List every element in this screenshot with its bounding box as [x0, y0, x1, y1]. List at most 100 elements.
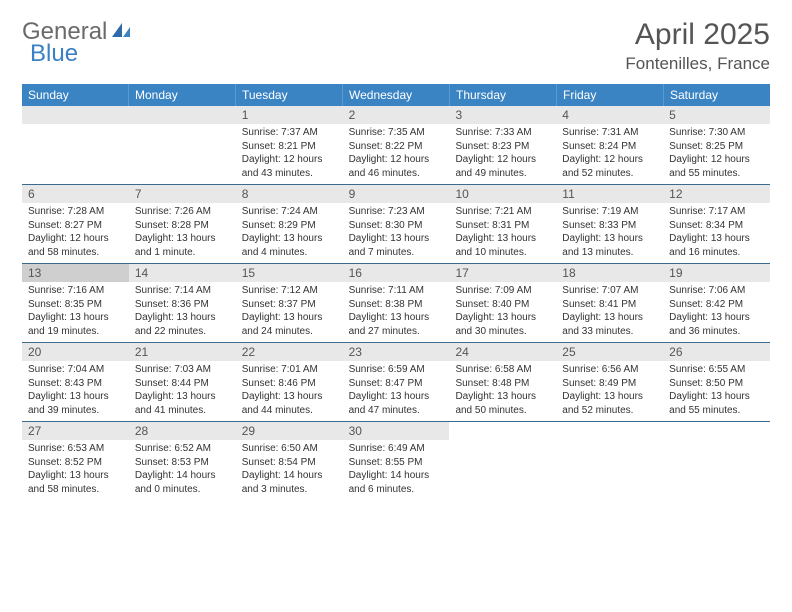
day-number: 17	[449, 264, 556, 282]
week-row: 1 Sunrise: 7:37 AMSunset: 8:21 PMDaylight…	[22, 106, 770, 185]
title-block: April 2025 Fontenilles, France	[625, 18, 770, 74]
day-number: 6	[22, 185, 129, 203]
day-number: 23	[343, 343, 450, 361]
day-details: Sunrise: 7:17 AMSunset: 8:34 PMDaylight:…	[663, 205, 770, 259]
day-details: Sunrise: 7:24 AMSunset: 8:29 PMDaylight:…	[236, 205, 343, 259]
day-cell: 21 Sunrise: 7:03 AMSunset: 8:44 PMDayligh…	[129, 343, 236, 421]
day-details: Sunrise: 6:56 AMSunset: 8:49 PMDaylight:…	[556, 363, 663, 417]
dow-cell: Saturday	[664, 84, 770, 106]
logo-sail-icon	[110, 21, 132, 44]
day-cell: 1 Sunrise: 7:37 AMSunset: 8:21 PMDaylight…	[236, 106, 343, 184]
day-details: Sunrise: 7:04 AMSunset: 8:43 PMDaylight:…	[22, 363, 129, 417]
day-cell: 22 Sunrise: 7:01 AMSunset: 8:46 PMDayligh…	[236, 343, 343, 421]
week-row: 20 Sunrise: 7:04 AMSunset: 8:43 PMDayligh…	[22, 343, 770, 422]
day-number: 20	[22, 343, 129, 361]
day-number: 30	[343, 422, 450, 440]
day-number: 21	[129, 343, 236, 361]
day-details: Sunrise: 6:55 AMSunset: 8:50 PMDaylight:…	[663, 363, 770, 417]
day-details: Sunrise: 7:30 AMSunset: 8:25 PMDaylight:…	[663, 126, 770, 180]
day-number: 27	[22, 422, 129, 440]
month-title: April 2025	[625, 18, 770, 52]
empty-cell	[449, 422, 556, 500]
day-details: Sunrise: 7:23 AMSunset: 8:30 PMDaylight:…	[343, 205, 450, 259]
day-number: 2	[343, 106, 450, 124]
day-details: Sunrise: 7:16 AMSunset: 8:35 PMDaylight:…	[22, 284, 129, 338]
day-cell: 12 Sunrise: 7:17 AMSunset: 8:34 PMDayligh…	[663, 185, 770, 263]
empty-cell	[22, 106, 129, 184]
day-cell: 6 Sunrise: 7:28 AMSunset: 8:27 PMDaylight…	[22, 185, 129, 263]
day-details: Sunrise: 7:28 AMSunset: 8:27 PMDaylight:…	[22, 205, 129, 259]
dow-cell: Sunday	[22, 84, 129, 106]
calendar-body: 1 Sunrise: 7:37 AMSunset: 8:21 PMDaylight…	[22, 106, 770, 500]
day-cell: 4 Sunrise: 7:31 AMSunset: 8:24 PMDaylight…	[556, 106, 663, 184]
day-number: 18	[556, 264, 663, 282]
day-number: 14	[129, 264, 236, 282]
day-details: Sunrise: 6:52 AMSunset: 8:53 PMDaylight:…	[129, 442, 236, 496]
day-details: Sunrise: 6:53 AMSunset: 8:52 PMDaylight:…	[22, 442, 129, 496]
day-details: Sunrise: 7:12 AMSunset: 8:37 PMDaylight:…	[236, 284, 343, 338]
dow-cell: Friday	[557, 84, 664, 106]
day-details: Sunrise: 7:19 AMSunset: 8:33 PMDaylight:…	[556, 205, 663, 259]
day-number: 12	[663, 185, 770, 203]
day-cell: 17Sunrise: 7:09 AMSunset: 8:40 PMDayligh…	[449, 264, 556, 342]
day-details: Sunrise: 7:01 AMSunset: 8:46 PMDaylight:…	[236, 363, 343, 417]
day-cell: 30 Sunrise: 6:49 AMSunset: 8:55 PMDayligh…	[343, 422, 450, 500]
day-details: Sunrise: 7:07 AMSunset: 8:41 PMDaylight:…	[556, 284, 663, 338]
dow-cell: Tuesday	[236, 84, 343, 106]
day-details: Sunrise: 6:50 AMSunset: 8:54 PMDaylight:…	[236, 442, 343, 496]
day-cell: 25Sunrise: 6:56 AMSunset: 8:49 PMDayligh…	[556, 343, 663, 421]
day-number: 19	[663, 264, 770, 282]
day-details: Sunrise: 7:03 AMSunset: 8:44 PMDaylight:…	[129, 363, 236, 417]
day-cell: 29 Sunrise: 6:50 AMSunset: 8:54 PMDayligh…	[236, 422, 343, 500]
day-details: Sunrise: 7:11 AMSunset: 8:38 PMDaylight:…	[343, 284, 450, 338]
day-cell: 26 Sunrise: 6:55 AMSunset: 8:50 PMDayligh…	[663, 343, 770, 421]
day-cell: 27 Sunrise: 6:53 AMSunset: 8:52 PMDayligh…	[22, 422, 129, 500]
day-cell: 13Sunrise: 7:16 AMSunset: 8:35 PMDayligh…	[22, 264, 129, 342]
day-details: Sunrise: 7:21 AMSunset: 8:31 PMDaylight:…	[449, 205, 556, 259]
week-row: 27 Sunrise: 6:53 AMSunset: 8:52 PMDayligh…	[22, 422, 770, 500]
day-number: 22	[236, 343, 343, 361]
day-cell: 15Sunrise: 7:12 AMSunset: 8:37 PMDayligh…	[236, 264, 343, 342]
day-number: 26	[663, 343, 770, 361]
day-details: Sunrise: 7:31 AMSunset: 8:24 PMDaylight:…	[556, 126, 663, 180]
empty-cell	[556, 422, 663, 500]
empty-cell	[129, 106, 236, 184]
day-number: 29	[236, 422, 343, 440]
day-number: 4	[556, 106, 663, 124]
day-number: 28	[129, 422, 236, 440]
day-cell: 5 Sunrise: 7:30 AMSunset: 8:25 PMDaylight…	[663, 106, 770, 184]
day-number: 16	[343, 264, 450, 282]
day-cell: 14Sunrise: 7:14 AMSunset: 8:36 PMDayligh…	[129, 264, 236, 342]
day-of-week-header: SundayMondayTuesdayWednesdayThursdayFrid…	[22, 84, 770, 106]
day-details: Sunrise: 6:49 AMSunset: 8:55 PMDaylight:…	[343, 442, 450, 496]
dow-cell: Wednesday	[343, 84, 450, 106]
day-details: Sunrise: 6:59 AMSunset: 8:47 PMDaylight:…	[343, 363, 450, 417]
day-cell: 11 Sunrise: 7:19 AMSunset: 8:33 PMDayligh…	[556, 185, 663, 263]
day-cell: 3 Sunrise: 7:33 AMSunset: 8:23 PMDaylight…	[449, 106, 556, 184]
week-row: 13Sunrise: 7:16 AMSunset: 8:35 PMDayligh…	[22, 264, 770, 343]
day-cell: 28 Sunrise: 6:52 AMSunset: 8:53 PMDayligh…	[129, 422, 236, 500]
calendar: SundayMondayTuesdayWednesdayThursdayFrid…	[22, 84, 770, 500]
day-number: 8	[236, 185, 343, 203]
day-details: Sunrise: 7:37 AMSunset: 8:21 PMDaylight:…	[236, 126, 343, 180]
day-number: 11	[556, 185, 663, 203]
day-details: Sunrise: 7:35 AMSunset: 8:22 PMDaylight:…	[343, 126, 450, 180]
day-number: 10	[449, 185, 556, 203]
day-number: 24	[449, 343, 556, 361]
day-number: 9	[343, 185, 450, 203]
day-cell: 2 Sunrise: 7:35 AMSunset: 8:22 PMDaylight…	[343, 106, 450, 184]
day-number: 1	[236, 106, 343, 124]
day-cell: 10 Sunrise: 7:21 AMSunset: 8:31 PMDayligh…	[449, 185, 556, 263]
day-cell: 23 Sunrise: 6:59 AMSunset: 8:47 PMDayligh…	[343, 343, 450, 421]
day-details: Sunrise: 7:33 AMSunset: 8:23 PMDaylight:…	[449, 126, 556, 180]
week-row: 6 Sunrise: 7:28 AMSunset: 8:27 PMDaylight…	[22, 185, 770, 264]
day-cell: 20 Sunrise: 7:04 AMSunset: 8:43 PMDayligh…	[22, 343, 129, 421]
day-number: 5	[663, 106, 770, 124]
day-cell: 9 Sunrise: 7:23 AMSunset: 8:30 PMDaylight…	[343, 185, 450, 263]
day-details: Sunrise: 7:26 AMSunset: 8:28 PMDaylight:…	[129, 205, 236, 259]
empty-cell	[663, 422, 770, 500]
logo-text-blue: Blue	[30, 40, 78, 67]
day-number: 3	[449, 106, 556, 124]
day-cell: 8 Sunrise: 7:24 AMSunset: 8:29 PMDaylight…	[236, 185, 343, 263]
day-cell: 24Sunrise: 6:58 AMSunset: 8:48 PMDayligh…	[449, 343, 556, 421]
